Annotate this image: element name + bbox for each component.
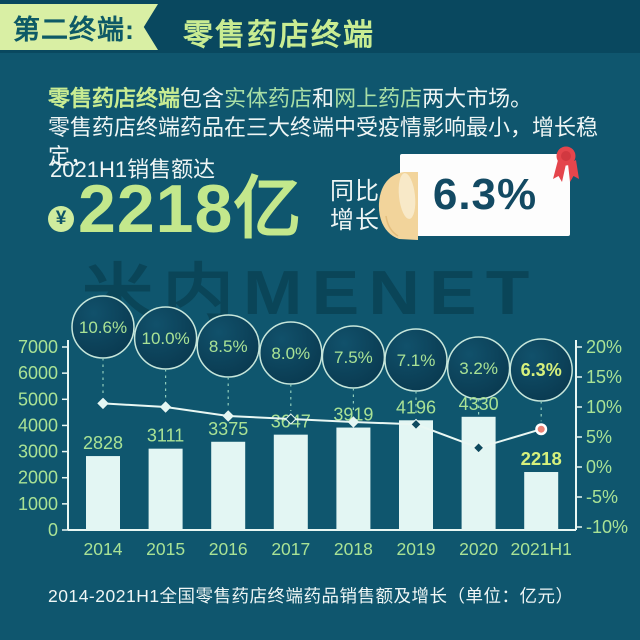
growth-bubble-label-2018: 7.5% — [334, 348, 373, 367]
bar-label-2015: 3111 — [147, 426, 184, 446]
marker-2020 — [472, 442, 485, 454]
x-label-2016: 2016 — [209, 539, 248, 559]
growth-bubble-label-2014: 10.6% — [79, 318, 127, 337]
x-label-2014: 2014 — [84, 539, 123, 559]
x-label-2015: 2015 — [146, 539, 185, 559]
x-label-2020: 2020 — [459, 539, 498, 559]
growth-bubble-label-2017: 8.0% — [271, 344, 310, 363]
right-tick-0%: 0% — [586, 457, 612, 477]
left-tick-4000: 4000 — [18, 415, 58, 435]
intro-highlight-online: 网上药店 — [334, 86, 423, 111]
marker-2017 — [285, 413, 297, 425]
yuan-coin-icon: ¥ — [48, 206, 74, 232]
left-tick-5000: 5000 — [18, 389, 58, 409]
section-ribbon-label: 第二终端: — [13, 14, 135, 45]
right-tick--5%: -5% — [586, 487, 618, 507]
left-tick-0: 0 — [48, 520, 58, 540]
yuan-symbol: ¥ — [55, 208, 67, 229]
marker-2019 — [410, 418, 422, 431]
marker-2016 — [222, 410, 234, 422]
hand-icon — [378, 172, 418, 240]
intro-seg-c: 两大市场。 — [422, 86, 533, 111]
bar-label-2021H1: 2218 — [521, 448, 562, 469]
bar-label-2018: 3919 — [333, 405, 373, 425]
growth-bubble-label-2016: 8.5% — [209, 337, 248, 356]
intro-seg-a: 包含 — [180, 86, 225, 111]
section-ribbon: 第二终端: — [0, 4, 158, 50]
bar-2017 — [273, 434, 308, 530]
bar-label-2019: 4196 — [396, 397, 436, 417]
growth-bubble-label-2020: 3.2% — [459, 359, 498, 378]
bar-2021H1 — [524, 472, 559, 530]
growth-bubble-label-2019: 7.1% — [397, 351, 436, 370]
left-tick-6000: 6000 — [18, 363, 58, 383]
yoy-label: 同比 增长 — [330, 177, 380, 235]
intro-paragraph: 零售药店终端包含实体药店和网上药店两大市场。 零售药店终端药品在三大终端中受疫情… — [48, 84, 608, 171]
sales-growth-chart: 10.6% 10.0% 8.5% 8.0% 7.5% 7.1% 3.2% 6.3% 7000 60… — [18, 295, 628, 559]
bar-label-2020: 4330 — [459, 394, 499, 414]
growth-line — [102, 402, 542, 449]
x-label-2019: 2019 — [397, 539, 436, 559]
yoy-label-line1: 同比 — [330, 178, 380, 205]
chart-caption: 2014-2021H1全国零售药店终端药品销售额及增长（单位：亿元） — [48, 586, 574, 606]
yoy-value-card: 6.3% — [400, 154, 570, 236]
marker-2018 — [347, 416, 360, 428]
yoy-label-line2: 增长 — [330, 207, 380, 234]
right-tick-5%: 5% — [586, 427, 612, 447]
marker-2014 — [97, 397, 109, 410]
right-tick--10%: -10% — [586, 517, 628, 537]
intro-term: 零售药店终端 — [48, 86, 181, 111]
growth-bubble-label-2021H1: 6.3% — [521, 360, 562, 380]
x-label-2017: 2017 — [271, 539, 310, 559]
award-ribbon-icon — [553, 146, 579, 182]
x-label-2021H1: 2021H1 — [511, 539, 572, 559]
bar-2019 — [399, 420, 433, 530]
intro-line-1: 零售药店终端包含实体药店和网上药店两大市场。 — [48, 84, 608, 113]
right-tick-20%: 20% — [586, 337, 622, 357]
left-tick-2000: 2000 — [18, 468, 58, 488]
sales-amount-value: 2218亿 — [78, 171, 303, 247]
yoy-value: 6.3% — [432, 170, 538, 219]
marker-2015 — [159, 401, 172, 413]
intro-seg-b: 和 — [312, 86, 335, 111]
right-tick-10%: 10% — [586, 397, 622, 417]
intro-line-2: 零售药店终端药品在三大终端中受疫情影响最小，增长稳定， — [48, 115, 599, 169]
period-label: 2021H1销售额达 — [50, 157, 216, 182]
bar-2014 — [86, 456, 120, 530]
page-title: 零售药店终端 — [183, 19, 375, 52]
bar-2018 — [336, 427, 371, 530]
left-tick-1000: 1000 — [18, 494, 58, 514]
bar-2016 — [211, 441, 246, 530]
growth-bubble-label-2015: 10.0% — [141, 329, 189, 348]
bar-label-2016: 3375 — [208, 419, 248, 439]
left-tick-3000: 3000 — [18, 442, 58, 462]
x-label-2018: 2018 — [334, 539, 373, 559]
intro-highlight-physical: 实体药店 — [224, 86, 313, 111]
right-tick-15%: 15% — [586, 367, 622, 387]
bar-label-2014: 2828 — [83, 433, 123, 453]
bar-2020 — [461, 416, 496, 530]
bar-2015 — [148, 448, 183, 530]
left-tick-7000: 7000 — [18, 337, 58, 357]
sales-amount: ¥ 2218亿 — [48, 171, 303, 247]
